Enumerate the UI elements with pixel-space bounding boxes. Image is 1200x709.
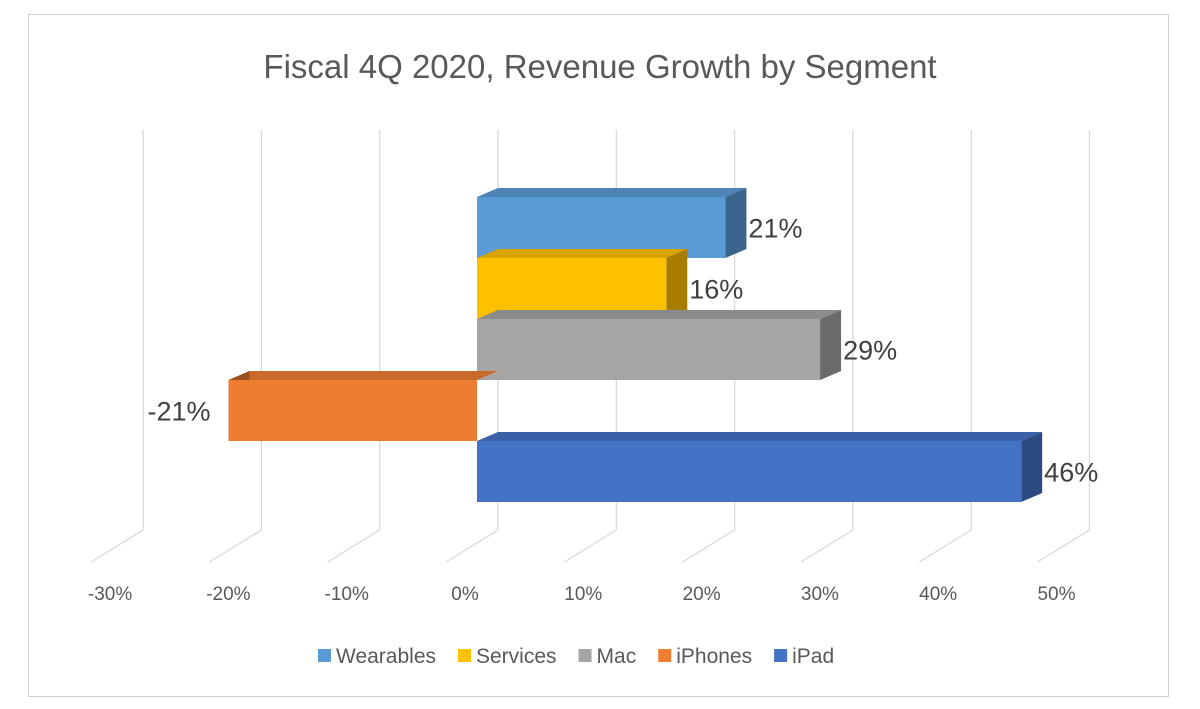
bar-services — [477, 249, 688, 319]
legend-item-iphones: iPhones — [658, 645, 752, 668]
bar-iphones — [228, 371, 498, 441]
bar-top-face — [477, 249, 688, 258]
bar-side-face — [1021, 432, 1043, 502]
legend-label: Services — [476, 645, 557, 668]
floor-gridline — [445, 529, 499, 563]
bar-top-face — [477, 310, 842, 319]
bar-front-face — [477, 197, 726, 258]
bar-front-face — [477, 258, 667, 319]
bar-ipad — [477, 432, 1043, 502]
x-tick-label: 20% — [683, 584, 721, 605]
bar-top-face — [477, 432, 1043, 441]
x-tick-label: 40% — [919, 584, 957, 605]
floor-gridline — [1037, 529, 1090, 563]
legend-item-ipad: iPad — [774, 645, 834, 668]
x-tick-label: 30% — [801, 584, 839, 605]
data-label-mac: 29% — [843, 336, 897, 366]
legend-item-mac: Mac — [578, 645, 637, 668]
x-tick-label: 0% — [451, 584, 479, 605]
floor-gridline — [563, 529, 617, 563]
bar-side-face — [725, 188, 747, 258]
x-tick-label: -30% — [88, 584, 132, 605]
legend-item-services: Services — [458, 645, 557, 668]
legend: Wearables Services Mac iPhones iPad — [318, 645, 834, 668]
bar-front-face — [477, 441, 1022, 502]
legend-label: Mac — [597, 645, 637, 668]
legend-swatch — [658, 649, 672, 662]
bar-top-face — [228, 371, 498, 380]
x-tick-label: 10% — [564, 584, 602, 605]
bar-side-face — [666, 249, 688, 319]
x-axis-ticks: -30% -20% -10% 0% 10% 20% 30% 40% 50% — [88, 584, 1076, 605]
legend-label: iPad — [792, 645, 834, 668]
bar-wearables — [477, 188, 747, 258]
legend-swatch — [774, 649, 788, 662]
x-tick-label: -20% — [206, 584, 250, 605]
data-label-services: 16% — [689, 275, 743, 305]
legend-swatch — [318, 649, 331, 662]
floor-gridline — [800, 529, 854, 563]
legend-label: Wearables — [336, 645, 436, 668]
bar-front-face — [228, 380, 477, 441]
floor-gridline — [682, 529, 735, 563]
data-label-ipad: 46% — [1044, 458, 1098, 488]
data-labels: 21% 16% 29% -21% 46% — [148, 214, 1099, 488]
legend-label: iPhones — [676, 645, 752, 668]
bars — [228, 188, 1043, 502]
legend-item-wearables: Wearables — [318, 645, 436, 668]
x-tick-label: 50% — [1037, 584, 1075, 605]
data-label-wearables: 21% — [748, 214, 802, 244]
floor-gridline — [209, 529, 262, 563]
floor-gridline — [327, 529, 381, 563]
bar-front-face — [477, 319, 821, 380]
floor-gridline — [918, 529, 972, 563]
legend-swatch — [578, 649, 592, 662]
floor-gridline — [90, 529, 144, 563]
x-tick-label: -10% — [325, 584, 369, 605]
data-label-iphones: -21% — [148, 397, 211, 427]
chart-title: Fiscal 4Q 2020, Revenue Growth by Segmen… — [263, 48, 937, 85]
bar-mac — [477, 310, 842, 380]
bar-side-face — [820, 310, 842, 380]
legend-swatch — [458, 649, 471, 662]
bar-top-face — [477, 188, 747, 197]
